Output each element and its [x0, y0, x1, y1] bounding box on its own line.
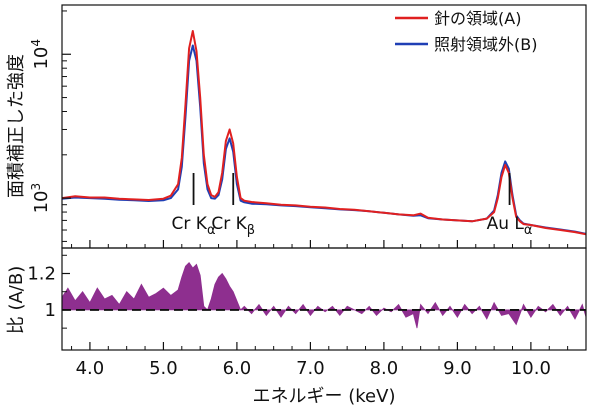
bottom-plot-area	[61, 261, 587, 329]
top-y-axis-title: 面積補正した強度	[6, 54, 27, 198]
bottom-y-tick-label: 1	[45, 300, 56, 321]
peak-label: Cr Kβ	[211, 214, 255, 238]
x-tick-label: 8.0	[370, 358, 399, 379]
series-line-b	[61, 44, 587, 235]
x-tick-label: 5.0	[149, 358, 178, 379]
legend-label-b: 照射領域外(B)	[434, 35, 537, 54]
legend-label-a: 針の領域(A)	[434, 9, 521, 28]
bottom-panel: 11.2 4.0 5.0 6.0 7.0 8.0 9.0 10.0 比 (A/B) エネルギ…	[6, 240, 587, 407]
x-axis-ticks: 4.0 5.0 6.0 7.0 8.0 9.0 10.0	[71, 240, 569, 379]
bottom-y-tick-label: 1.2	[27, 264, 56, 285]
x-tick-label: 7.0	[296, 358, 325, 379]
top-y-tick-label: 103	[29, 183, 52, 214]
top-y-ticks: 103 104	[29, 10, 71, 242]
x-tick-label: 10.0	[511, 358, 551, 379]
bottom-y-axis-title: 比 (A/B)	[6, 266, 27, 335]
x-tick-label: 4.0	[76, 358, 105, 379]
peak-label: Au Lα	[487, 214, 533, 238]
x-tick-label: 6.0	[223, 358, 252, 379]
series-line-a	[61, 30, 587, 236]
x-axis-title: エネルギー (keV)	[253, 386, 396, 407]
peak-label: Cr Kα	[172, 214, 216, 238]
top-plot-area	[61, 30, 587, 236]
bottom-panel-frame	[61, 247, 587, 351]
ratio-area	[61, 261, 587, 329]
bottom-y-ticks: 11.2	[27, 254, 70, 329]
x-tick-label: 9.0	[443, 358, 472, 379]
top-y-tick-label: 104	[29, 39, 52, 70]
legend: 針の領域(A) 照射領域外(B)	[395, 9, 537, 54]
